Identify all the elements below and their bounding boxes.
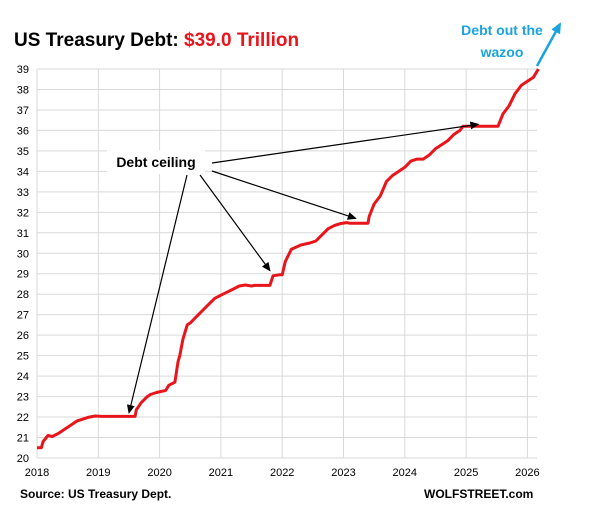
x-tick-label: 2025 <box>454 467 478 479</box>
y-tick-label: 31 <box>17 228 29 240</box>
y-tick-label: 21 <box>17 433 29 445</box>
y-tick-label: 32 <box>17 207 29 219</box>
debt-ceiling-label: Debt ceiling <box>107 150 205 174</box>
x-tick-label: 2018 <box>25 467 49 479</box>
debt-callout: Debt out the wazoo <box>446 19 558 63</box>
y-tick-label: 36 <box>17 125 29 137</box>
y-tick-label: 25 <box>17 351 29 363</box>
debt-ceiling-arrow <box>200 175 270 271</box>
y-tick-label: 29 <box>17 269 29 281</box>
x-axis-ticks: 2018 2019 2020 2021 2022 2023 2024 2025 2026 <box>25 467 540 479</box>
y-tick-label: 34 <box>17 166 29 178</box>
y-tick-label: 35 <box>17 146 29 158</box>
y-tick-label: 20 <box>17 453 29 465</box>
x-tick-label: 2021 <box>209 467 233 479</box>
y-tick-label: 26 <box>17 330 29 342</box>
y-tick-label: 27 <box>17 310 29 322</box>
x-tick-label: 2022 <box>270 467 294 479</box>
x-tick-label: 2024 <box>393 467 417 479</box>
y-tick-label: 23 <box>17 392 29 404</box>
brand-label: WOLFSTREET.com <box>424 487 533 501</box>
y-tick-label: 24 <box>17 371 29 383</box>
y-tick-label: 22 <box>17 412 29 424</box>
x-tick-label: 2019 <box>86 467 110 479</box>
y-tick-label: 30 <box>17 248 29 260</box>
debt-ceiling-arrow <box>212 171 356 218</box>
y-tick-label: 38 <box>17 84 29 96</box>
y-tick-label: 37 <box>17 105 29 117</box>
y-tick-label: 28 <box>17 289 29 301</box>
x-tick-label: 2023 <box>331 467 355 479</box>
debt-callout-line2: wazoo <box>446 41 558 63</box>
source-note: Source: US Treasury Dept. <box>20 487 171 501</box>
x-tick-label: 2026 <box>515 467 539 479</box>
debt-series-line <box>37 69 538 448</box>
y-tick-label: 33 <box>17 187 29 199</box>
y-axis-ticks: 20 21 22 23 24 25 26 27 28 29 30 31 32 33 34 35 36 37 38 39 <box>17 64 29 465</box>
x-tick-label: 2020 <box>147 467 171 479</box>
y-tick-label: 39 <box>17 64 29 76</box>
debt-callout-line1: Debt out the <box>446 19 558 41</box>
